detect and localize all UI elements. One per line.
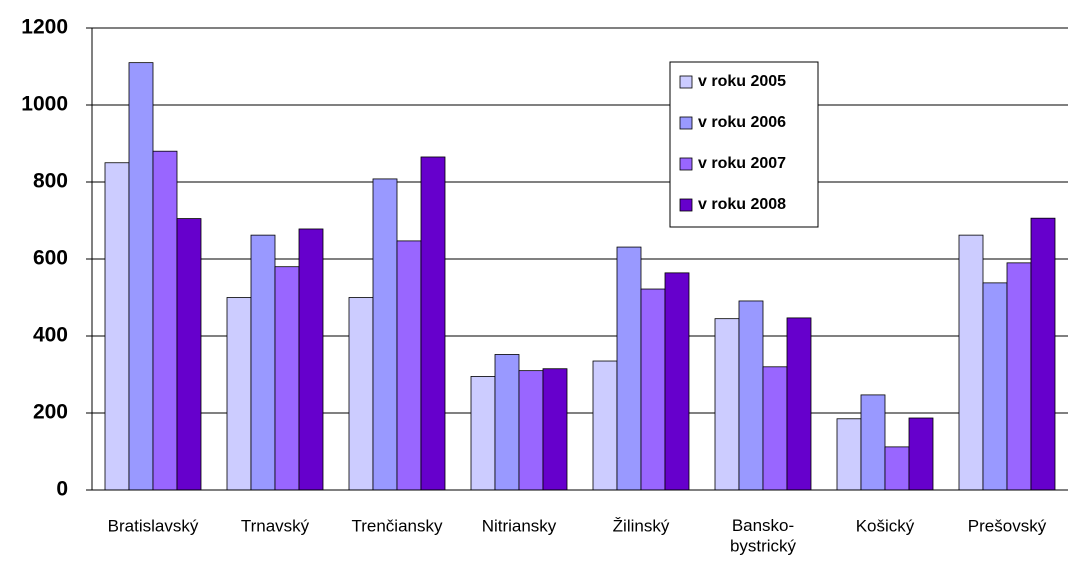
y-tick-label: 600 <box>33 247 68 270</box>
legend-label: v roku 2008 <box>698 196 786 213</box>
bar <box>664 272 690 491</box>
bar <box>128 62 154 491</box>
bar <box>860 394 886 491</box>
bar <box>616 246 642 491</box>
bar <box>104 162 130 491</box>
y-tick-label: 400 <box>33 324 68 347</box>
x-tick-label: Košický <box>856 516 915 535</box>
bar <box>762 366 788 491</box>
legend-swatch <box>679 157 693 171</box>
bar <box>640 288 666 491</box>
y-tick-label: 1000 <box>21 93 68 116</box>
legend-swatch <box>679 75 693 89</box>
bar <box>714 318 740 491</box>
bar <box>298 228 324 491</box>
bar <box>274 266 300 491</box>
legend-label: v roku 2006 <box>698 114 786 131</box>
legend-label: v roku 2007 <box>698 155 786 172</box>
x-tick-label: Nitriansky <box>482 516 557 535</box>
bar <box>372 178 398 491</box>
x-tick-label: Bansko-bystrický <box>730 516 797 555</box>
bar <box>152 150 178 491</box>
bar <box>518 370 544 491</box>
x-tick-label: Trnavský <box>241 516 310 535</box>
bar <box>738 300 764 491</box>
bar <box>420 156 446 491</box>
bar <box>982 282 1008 491</box>
bar <box>908 417 934 491</box>
x-tick-label: Žilinský <box>613 516 670 535</box>
bar <box>348 297 374 491</box>
y-tick-label: 800 <box>33 170 68 193</box>
bar <box>1030 217 1056 491</box>
legend-swatch <box>679 116 693 130</box>
bar <box>494 354 520 491</box>
x-tick-label: Trenčiansky <box>351 516 443 535</box>
legend-label: v roku 2005 <box>698 73 786 90</box>
x-tick-label: Prešovský <box>968 516 1047 535</box>
bar <box>542 368 568 491</box>
legend-swatch <box>679 198 693 212</box>
bar <box>470 376 496 491</box>
bar <box>226 297 252 491</box>
bar <box>786 317 812 491</box>
y-tick-label: 0 <box>56 478 68 501</box>
y-tick-label: 200 <box>33 401 68 424</box>
bar <box>396 240 422 491</box>
y-tick-label: 1200 <box>21 16 68 39</box>
bar <box>958 234 984 491</box>
bar <box>1006 262 1032 491</box>
bar <box>592 360 618 491</box>
x-tick-label: Bratislavský <box>108 516 199 535</box>
bar <box>250 234 276 491</box>
bar <box>884 446 910 491</box>
legend-box <box>669 61 819 228</box>
bar <box>176 218 202 491</box>
bar <box>836 418 862 491</box>
